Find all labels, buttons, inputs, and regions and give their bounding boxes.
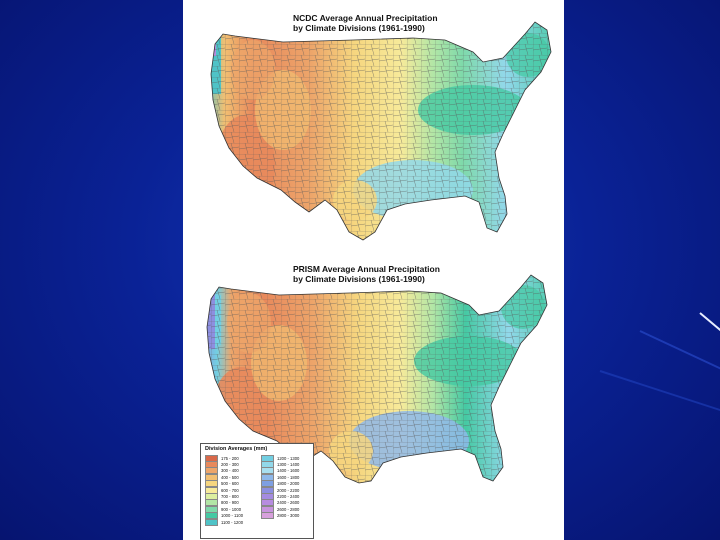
legend-label: 2600 - 2800	[277, 506, 300, 512]
legend-swatch	[261, 512, 274, 520]
legend-label: 2000 - 2200	[277, 487, 300, 493]
legend-label: 1000 - 1100	[221, 513, 244, 519]
legend-title: Division Averages (mm)	[205, 446, 268, 452]
legend-label: 175 - 200	[221, 455, 239, 461]
legend-item: 1100 - 1200	[205, 518, 244, 526]
map-title: PRISM Average Annual Precipitation by Cl…	[293, 264, 493, 284]
decorative-line	[699, 312, 720, 332]
map-title-line: by Climate Divisions (1961-1990)	[293, 23, 425, 33]
map-title-line: by Climate Divisions (1961-1990)	[293, 274, 425, 284]
legend-label: 2400 - 2600	[277, 500, 300, 506]
legend-swatch	[205, 518, 218, 526]
decorative-line	[639, 330, 720, 375]
legend-column: 1200 - 1300 1300 - 1400 1400 - 1600 1600 - …	[261, 454, 300, 520]
legend-label: 900 - 1000	[221, 506, 242, 512]
legend-column: 175 - 200 200 - 300 300 - 400 400 - 500 500 …	[205, 454, 244, 526]
legend-label: 200 - 300	[221, 462, 239, 468]
legend-label: 2200 - 2400	[277, 494, 300, 500]
legend-label: 1800 - 2000	[277, 481, 300, 487]
legend-label: 600 - 700	[221, 487, 239, 493]
slide-content-sheet: NCDC Average Annual Precipitation by Cli…	[183, 0, 564, 540]
legend-label: 700 - 800	[221, 494, 239, 500]
ncdc-map-panel: NCDC Average Annual Precipitation by Cli…	[183, 0, 564, 260]
map-title-line: NCDC Average Annual Precipitation	[293, 13, 438, 23]
legend-label: 800 - 900	[221, 500, 239, 506]
legend-label: 1200 - 1300	[277, 455, 300, 461]
legend-item: 2800 - 3000	[261, 512, 300, 520]
legend-label: 1300 - 1400	[277, 462, 300, 468]
legend-label: 1100 - 1200	[221, 519, 244, 525]
ncdc-precipitation-map	[210, 21, 552, 241]
map-title-line: PRISM Average Annual Precipitation	[293, 264, 440, 274]
decorative-line	[599, 370, 720, 416]
legend-label: 400 - 500	[221, 474, 239, 480]
map-legend: Division Averages (mm) 175 - 200 200 - 30…	[200, 443, 314, 539]
legend-label: 500 - 600	[221, 481, 239, 487]
map-title: NCDC Average Annual Precipitation by Cli…	[293, 13, 493, 33]
legend-label: 300 - 400	[221, 468, 239, 474]
legend-label: 1400 - 1600	[277, 468, 300, 474]
legend-label: 1600 - 1800	[277, 474, 300, 480]
legend-label: 2800 - 3000	[277, 513, 300, 519]
